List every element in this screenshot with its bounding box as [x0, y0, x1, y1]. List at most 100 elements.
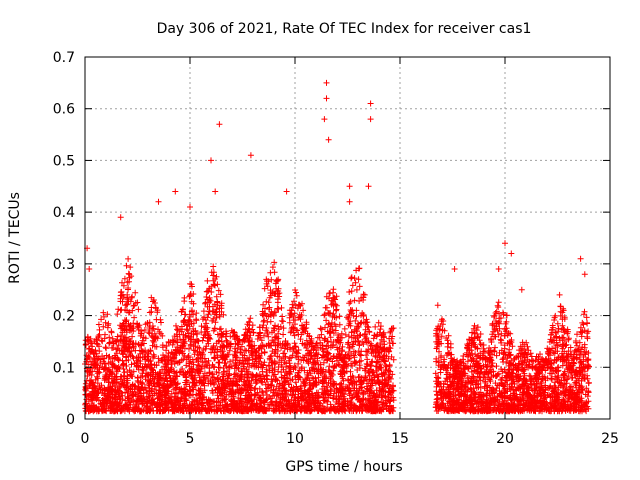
- data-point: [100, 309, 107, 316]
- data-point: [205, 311, 212, 318]
- data-point: [271, 259, 278, 266]
- data-point: [345, 333, 352, 340]
- data-point: [190, 311, 197, 318]
- data-point: [215, 359, 222, 366]
- data-point: [132, 289, 139, 296]
- data-point: [300, 307, 307, 314]
- data-point: [353, 313, 360, 320]
- data-point: [385, 373, 392, 380]
- data-point: [280, 318, 286, 325]
- data-point: [367, 362, 374, 369]
- data-point: [351, 297, 358, 304]
- data-point: [145, 357, 152, 364]
- data-point: [330, 339, 337, 345]
- data-point: [186, 313, 193, 320]
- data-point: [280, 325, 287, 332]
- data-point: [220, 373, 227, 380]
- data-point: [355, 276, 362, 283]
- data-point: [94, 375, 101, 382]
- data-point: [103, 345, 110, 352]
- x-axis-label: GPS time / hours: [285, 459, 402, 475]
- data-point: [321, 312, 328, 319]
- data-point: [247, 315, 254, 322]
- data-point: [104, 311, 111, 318]
- data-point: [265, 333, 272, 340]
- data-point: [278, 304, 285, 311]
- data-point: [347, 298, 354, 305]
- data-point: [123, 262, 130, 269]
- data-point: [269, 264, 276, 271]
- data-point: [98, 316, 105, 323]
- data-point: [238, 343, 245, 350]
- data-point: [128, 294, 135, 301]
- data-point: [200, 334, 207, 341]
- data-point: [216, 364, 223, 371]
- data-point: [386, 368, 393, 375]
- data-point: [216, 369, 222, 376]
- data-point: [120, 351, 127, 358]
- data-point: [125, 255, 132, 262]
- data-point: [215, 287, 222, 294]
- data-point: [96, 348, 103, 355]
- data-points: [82, 79, 592, 415]
- data-point: [100, 323, 107, 330]
- data-point: [106, 339, 113, 346]
- data-point: [217, 291, 224, 298]
- data-point: [356, 283, 363, 290]
- data-point: [227, 358, 233, 365]
- data-point: [146, 330, 153, 337]
- data-point: [279, 313, 286, 320]
- data-point: [155, 326, 161, 333]
- data-point: [336, 321, 343, 328]
- data-point: [226, 347, 233, 354]
- data-point: [145, 329, 152, 336]
- data-point: [214, 349, 221, 355]
- data-point: [202, 300, 209, 307]
- data-point: [146, 309, 153, 316]
- data-point: [108, 328, 115, 335]
- data-point: [320, 407, 327, 414]
- data-point: [188, 281, 195, 288]
- data-point: [251, 386, 258, 393]
- data-point: [262, 388, 269, 395]
- data-point: [317, 325, 324, 332]
- data-point: [325, 309, 332, 316]
- data-point: [127, 264, 134, 271]
- data-point: [338, 330, 345, 337]
- data-point: [291, 298, 297, 305]
- data-point: [348, 274, 355, 281]
- y-axis-label: ROTI / TECUs: [7, 192, 23, 284]
- data-point: [376, 392, 383, 399]
- data-point: [297, 313, 304, 320]
- data-point: [96, 326, 103, 333]
- data-point: [181, 298, 188, 305]
- data-point: [105, 384, 112, 391]
- data-point: [119, 279, 125, 286]
- data-point: [366, 329, 373, 336]
- data-point: [352, 279, 359, 286]
- data-point: [388, 353, 395, 360]
- data-point: [135, 306, 142, 313]
- data-point: [372, 323, 379, 330]
- data-point: [226, 370, 233, 377]
- data-point: [158, 319, 164, 326]
- data-point: [148, 304, 155, 311]
- data-point: [268, 359, 275, 366]
- data-point: [263, 327, 270, 334]
- data-point: [276, 359, 283, 366]
- data-point: [444, 343, 451, 350]
- data-point: [157, 316, 164, 323]
- data-point: [353, 286, 360, 293]
- data-point: [295, 350, 302, 357]
- data-point: [102, 344, 109, 351]
- data-point: [287, 312, 294, 319]
- data-point: [221, 368, 228, 375]
- data-point: [177, 386, 183, 393]
- data-point: [118, 288, 125, 295]
- chart-title: Day 306 of 2021, Rate Of TEC Index for r…: [157, 21, 532, 37]
- data-point: [327, 290, 334, 297]
- data-point: [209, 387, 216, 394]
- data-point: [236, 337, 243, 344]
- data-point: [267, 395, 274, 402]
